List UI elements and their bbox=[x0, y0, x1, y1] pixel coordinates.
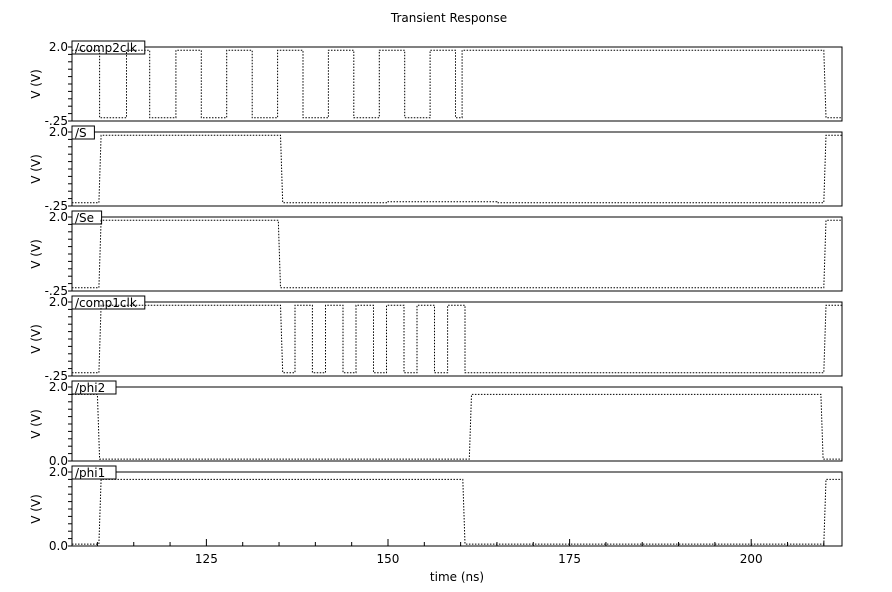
x-tick-label: 125 bbox=[195, 552, 218, 566]
panel-comp2clk: /comp2clk 2.0 -.25 V (V) bbox=[29, 40, 843, 128]
signal-label: /phi1 bbox=[75, 466, 105, 480]
signal-label: /Se bbox=[75, 211, 94, 225]
panel-frame bbox=[71, 46, 843, 122]
panel-comp1clk: /comp1clk 2.0 -.25 V (V) bbox=[29, 295, 843, 383]
x-tick-label: 150 bbox=[377, 552, 400, 566]
y-tick-label-top: 2.0 bbox=[49, 210, 68, 224]
y-axis-label: V (V) bbox=[29, 154, 43, 184]
signal-label: /S bbox=[75, 126, 87, 140]
panel-frame bbox=[71, 386, 843, 462]
panel-frame bbox=[71, 301, 843, 377]
x-tick-label: 175 bbox=[558, 552, 581, 566]
x-axis: 125 150 175 200 bbox=[96, 539, 825, 566]
y-axis-label: V (V) bbox=[29, 324, 43, 354]
y-tick-label-top: 2.0 bbox=[49, 380, 68, 394]
signal-trace bbox=[72, 478, 842, 545]
y-tick-label-bottom: -.25 bbox=[45, 199, 68, 213]
signal-trace bbox=[72, 304, 842, 374]
panel-frame bbox=[71, 216, 843, 292]
panel-phi2: /phi2 2.0 0.0 V (V) bbox=[29, 380, 843, 468]
y-tick-label-bottom: 0.0 bbox=[49, 539, 68, 553]
signal-label: /phi2 bbox=[75, 381, 105, 395]
y-tick-label-bottom: -.25 bbox=[45, 369, 68, 383]
signal-trace bbox=[72, 49, 842, 119]
y-tick-label-top: 2.0 bbox=[49, 40, 68, 54]
panel-S: /S 2.0 -.25 V (V) bbox=[29, 125, 843, 213]
panel-Se: /Se 2.0 -.25 V (V) bbox=[29, 210, 843, 298]
panel-frame bbox=[71, 131, 843, 207]
y-tick-label-bottom: -.25 bbox=[45, 114, 68, 128]
y-axis-label: V (V) bbox=[29, 69, 43, 99]
y-tick-label-top: 2.0 bbox=[49, 125, 68, 139]
panel-frame bbox=[71, 471, 843, 547]
signal-trace bbox=[72, 219, 842, 289]
x-tick-label: 200 bbox=[740, 552, 763, 566]
y-axis-label: V (V) bbox=[29, 239, 43, 269]
y-tick-label-top: 2.0 bbox=[49, 465, 68, 479]
y-tick-label-bottom: -.25 bbox=[45, 284, 68, 298]
signal-label: /comp1clk bbox=[75, 296, 137, 310]
y-axis-label: V (V) bbox=[29, 494, 43, 524]
y-tick-label-top: 2.0 bbox=[49, 295, 68, 309]
panel-phi1: /phi1 2.0 0.0 V (V) bbox=[29, 465, 843, 553]
signal-label: /comp2clk bbox=[75, 41, 137, 55]
chart-title: Transient Response bbox=[390, 11, 507, 25]
y-tick-label-bottom: 0.0 bbox=[49, 454, 68, 468]
signal-trace bbox=[72, 393, 842, 460]
y-axis-label: V (V) bbox=[29, 409, 43, 439]
signal-trace bbox=[72, 134, 842, 204]
x-axis-label: time (ns) bbox=[430, 570, 484, 584]
